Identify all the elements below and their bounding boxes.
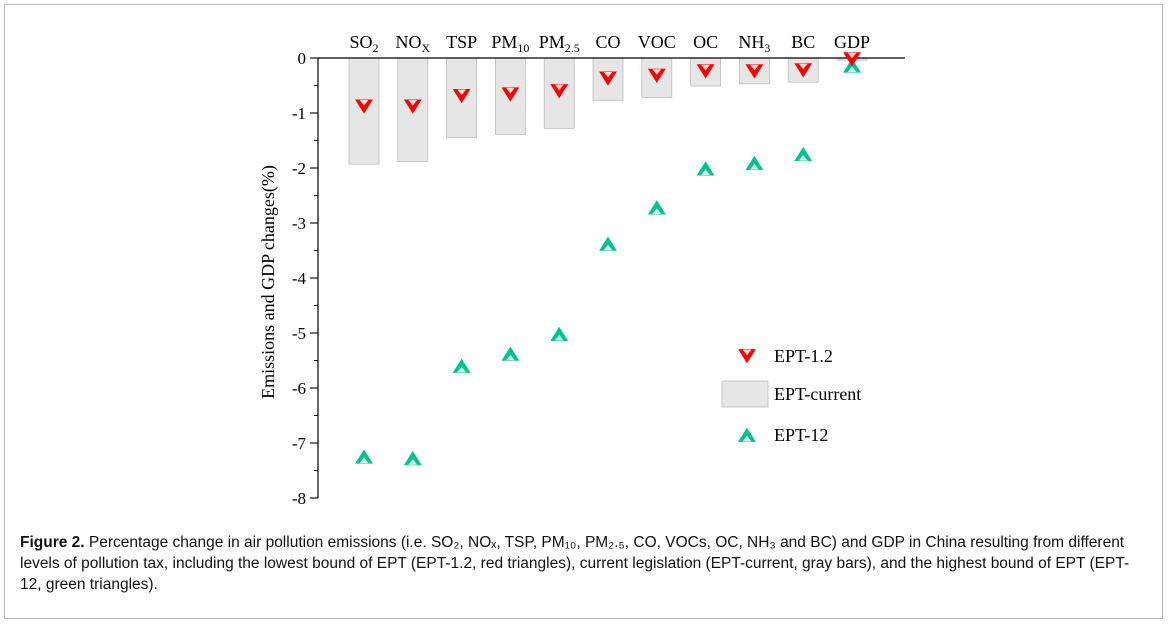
y-tick-label: -7: [292, 434, 307, 453]
marker-ept-12: [550, 326, 569, 341]
marker-ept-1-2: [843, 52, 861, 67]
marker-ept-12: [452, 358, 471, 373]
category-label: PM2.5: [539, 32, 580, 55]
marker-ept-1-2: [599, 71, 617, 86]
figure-caption: Figure 2. Percentage change in air pollu…: [20, 532, 1150, 595]
marker-ept-12: [647, 200, 666, 215]
markers-layer: [355, 52, 861, 466]
marker-ept-12: [355, 449, 373, 464]
category-label: NOX: [395, 32, 430, 55]
legend-label-ept-1-2: EPT-1.2: [774, 346, 833, 366]
legend: EPT-1.2 EPT-current EPT-12: [721, 346, 861, 445]
category-label: GDP: [834, 32, 870, 52]
marker-ept-12: [696, 161, 715, 176]
marker-ept-1-2: [452, 89, 471, 104]
y-tick-label: -8: [292, 489, 306, 508]
marker-ept-1-2: [745, 64, 764, 79]
marker-ept-1-2: [550, 84, 569, 99]
category-label: SO2: [349, 32, 378, 55]
category-label: CO: [595, 32, 620, 52]
marker-ept-1-2: [403, 99, 422, 114]
marker-ept-1-2: [794, 63, 813, 78]
marker-ept-12: [599, 236, 617, 251]
category-label: VOC: [638, 32, 676, 52]
figure-frame: [4, 4, 1163, 619]
y-tick-label: -1: [292, 104, 306, 123]
category-label: NH3: [738, 32, 770, 55]
y-tick-label: -2: [292, 159, 306, 178]
category-label: BC: [791, 32, 815, 52]
legend-swatch-ept-current: [721, 380, 769, 408]
category-label: OC: [693, 32, 718, 52]
caption-label: Figure 2.: [20, 534, 85, 551]
marker-ept-1-2: [501, 87, 520, 102]
marker-ept-1-2: [355, 99, 373, 114]
marker-ept-1-2: [647, 68, 666, 83]
marker-ept-1-2: [696, 64, 715, 79]
chart: 0 -1 -2 -3 -4 -5 -6 -7 -8 SO2 NOX TSP PM10 PM2.5 CO VO…: [258, 32, 905, 508]
y-tick-label: -3: [292, 214, 306, 233]
y-tick-label: -6: [292, 379, 306, 398]
legend-marker-ept-12: [738, 427, 756, 442]
y-axis: 0 -1 -2 -3 -4 -5 -6 -7 -8: [292, 49, 905, 508]
y-tick-label: 0: [298, 49, 307, 68]
category-labels: SO2 NOX TSP PM10 PM2.5 CO VOC OC NH3 BC GDP: [349, 32, 870, 55]
marker-ept-12: [745, 155, 764, 170]
legend-label-ept-current: EPT-current: [774, 384, 861, 404]
marker-ept-12: [403, 451, 422, 466]
legend-label-ept-12: EPT-12: [774, 425, 828, 445]
y-tick-label: -4: [292, 269, 307, 288]
marker-ept-12: [794, 146, 813, 162]
category-label: PM10: [491, 32, 529, 55]
y-tick-label: -5: [292, 324, 306, 343]
marker-ept-12: [501, 346, 520, 361]
caption-text: Percentage change in air pollution emiss…: [20, 534, 1130, 593]
category-label: TSP: [446, 32, 477, 52]
y-axis-label: Emissions and GDP changes(%): [258, 165, 279, 399]
legend-marker-ept-1-2: [738, 349, 756, 364]
